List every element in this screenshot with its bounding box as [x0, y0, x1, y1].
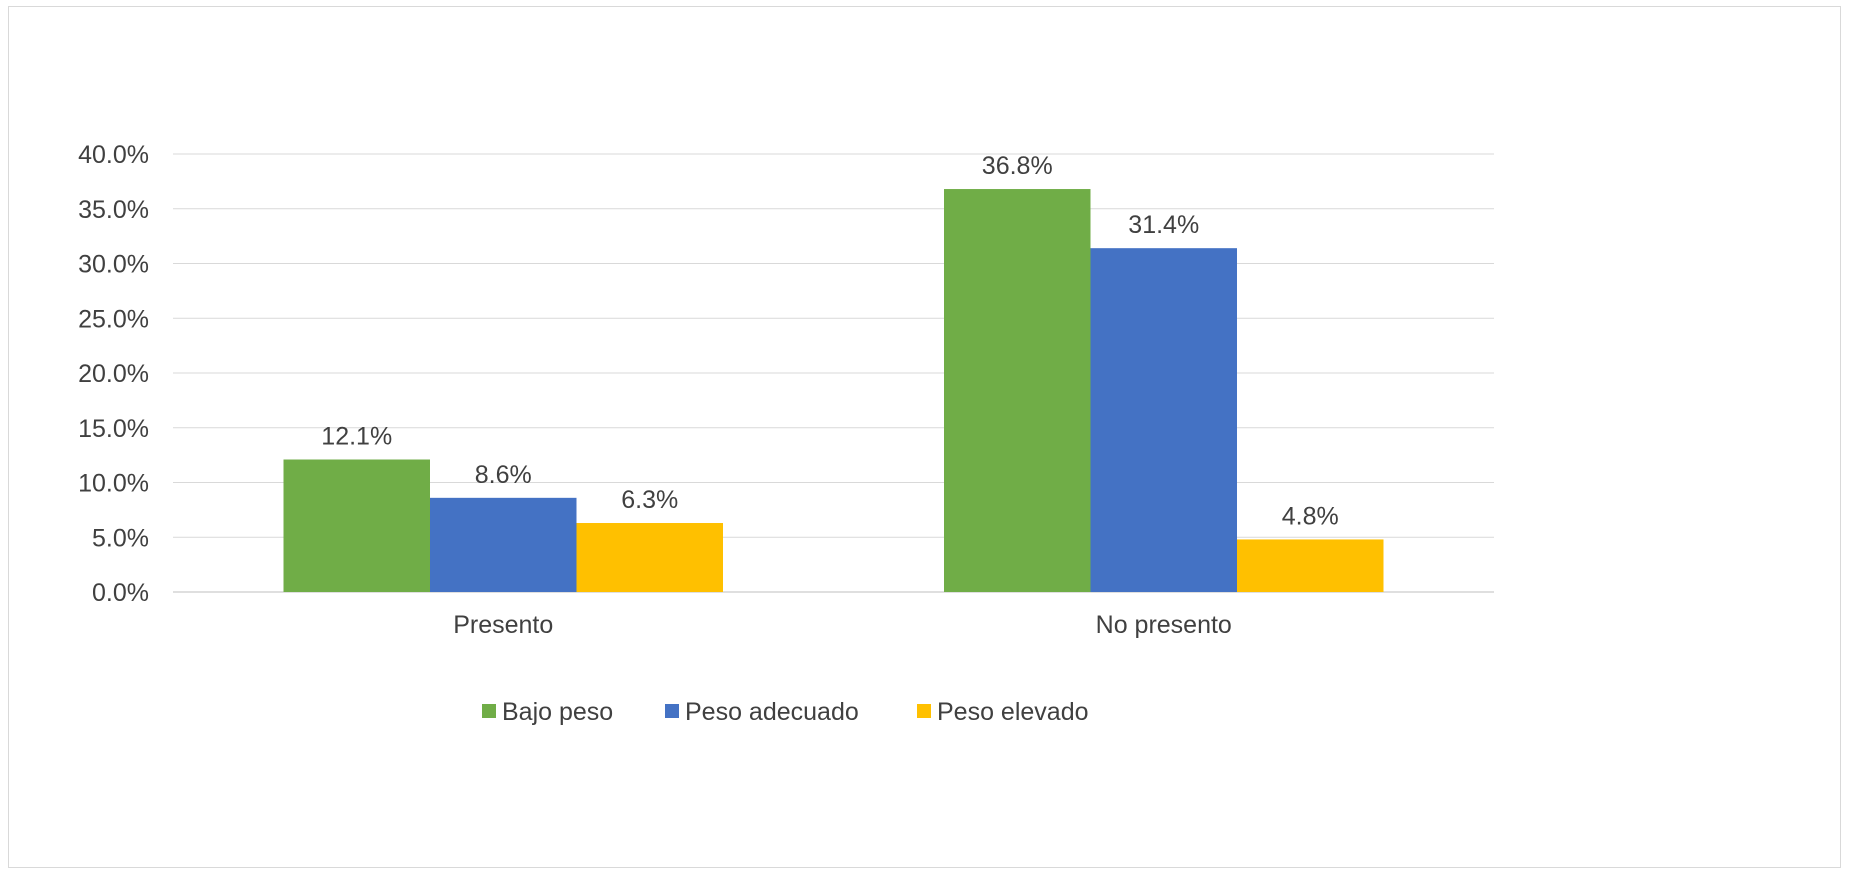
legend-label: Peso adecuado [685, 698, 859, 726]
data-label: 12.1% [321, 423, 392, 451]
data-labels: 12.1% 8.6% 6.3% 36.8% 31.4% 4.8% [321, 152, 1338, 530]
legend-swatch [917, 704, 931, 718]
category-label: Presento [453, 611, 553, 639]
bars [283, 189, 1384, 593]
legend: Bajo peso Peso adecuado Peso elevado [482, 698, 1089, 726]
category-labels: Presento No presento [453, 611, 1232, 639]
data-label: 31.4% [1128, 211, 1199, 239]
bar [1090, 248, 1237, 593]
bar [1237, 539, 1384, 592]
legend-swatch [482, 704, 496, 718]
legend-label: Peso elevado [937, 698, 1089, 726]
y-tick-label: 35.0% [78, 196, 149, 224]
data-label: 8.6% [475, 461, 532, 489]
y-tick-label: 20.0% [78, 360, 149, 388]
data-label: 36.8% [982, 152, 1053, 180]
category-label: No presento [1096, 611, 1232, 639]
legend-swatch [665, 704, 679, 718]
y-tick-label: 10.0% [78, 470, 149, 498]
y-tick-label: 40.0% [78, 141, 149, 169]
bar [944, 189, 1091, 593]
data-label: 4.8% [1282, 502, 1339, 530]
y-tick-label: 0.0% [92, 579, 149, 607]
bar [430, 497, 577, 592]
y-tick-label: 15.0% [78, 415, 149, 443]
y-axis-ticks: 0.0% 5.0% 10.0% 15.0% 20.0% 25.0% 30.0% 35.0% 40… [78, 141, 149, 607]
legend-label: Bajo peso [502, 698, 613, 726]
bar [576, 523, 723, 592]
y-tick-label: 30.0% [78, 251, 149, 279]
y-tick-label: 5.0% [92, 524, 149, 552]
data-label: 6.3% [621, 486, 678, 514]
bar [283, 459, 430, 592]
y-tick-label: 25.0% [78, 305, 149, 333]
chart-frame [8, 6, 1841, 868]
